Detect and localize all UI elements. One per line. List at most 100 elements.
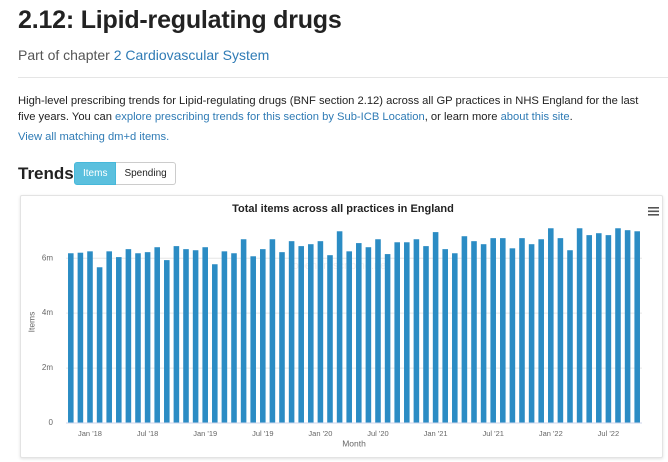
bar — [250, 256, 256, 423]
bar — [432, 232, 439, 423]
x-axis-label: Month — [342, 438, 366, 448]
bar — [96, 267, 103, 423]
tabs: Items Spending — [74, 162, 176, 185]
bar — [260, 249, 266, 423]
subtitle: Part of chapter 2 Cardiovascular System — [18, 47, 269, 63]
intro: High-level prescribing trends for Lipid-… — [18, 93, 658, 125]
subtitle-text: Part of chapter — [18, 47, 110, 63]
bar — [576, 228, 583, 423]
bar — [452, 253, 458, 423]
y-axis-label: Items — [26, 312, 36, 333]
x-tick-label: Jan '20 — [308, 429, 332, 438]
menu-icon[interactable] — [648, 207, 659, 216]
page-title: 2.12: Lipid-regulating drugs — [18, 6, 342, 34]
bar — [336, 231, 343, 423]
divider — [18, 77, 668, 78]
bar — [375, 239, 381, 423]
bar — [192, 250, 199, 423]
bar — [442, 249, 448, 423]
bar — [413, 239, 420, 423]
y-tick-label: 6m — [42, 253, 53, 262]
bar — [68, 253, 74, 423]
bar — [231, 253, 237, 423]
bar — [212, 264, 218, 423]
trends-heading: Trends — [18, 164, 74, 183]
bar — [356, 243, 362, 423]
x-tick-label: Jul '22 — [598, 429, 619, 438]
explore-link[interactable]: explore prescribing trends for this sect… — [115, 111, 425, 123]
about-link[interactable]: about this site — [500, 111, 570, 123]
chart-container: Total items across all practices in Engl… — [20, 195, 663, 458]
x-tick-label: Jul '21 — [482, 429, 503, 438]
x-tick-label: Jan '18 — [78, 429, 102, 438]
bar — [528, 244, 535, 423]
bar — [615, 228, 621, 423]
y-tick-label: 4m — [42, 308, 53, 317]
intro-text: . — [569, 111, 573, 123]
x-tick-label: Jul '18 — [137, 429, 158, 438]
bar — [519, 238, 525, 423]
bar — [404, 242, 410, 423]
bar — [164, 260, 170, 423]
x-tick-label: Jul '19 — [252, 429, 273, 438]
bar — [116, 257, 122, 423]
bar — [288, 241, 295, 423]
bar — [423, 246, 429, 423]
bar — [471, 241, 477, 423]
x-tick-label: Jan '22 — [539, 429, 563, 438]
bar — [308, 244, 314, 423]
bar — [240, 239, 247, 423]
bar — [586, 235, 592, 423]
bar — [461, 236, 468, 423]
y-tick-label: 2m — [42, 363, 53, 372]
bar — [77, 252, 84, 423]
items-tab[interactable]: Items — [74, 162, 117, 185]
bar — [605, 235, 612, 423]
bar — [394, 242, 400, 423]
spending-tab[interactable]: Spending — [116, 162, 176, 185]
bar — [365, 247, 372, 423]
bar — [183, 249, 189, 423]
bar — [327, 255, 333, 423]
intro-text: High-level prescribing trends for Lipid-… — [18, 95, 639, 123]
bar — [346, 251, 352, 423]
bar — [317, 241, 324, 423]
bar — [634, 231, 640, 423]
bar — [87, 251, 93, 423]
bar — [548, 228, 554, 423]
chart-title: Total items across all practices in Engl… — [232, 203, 454, 215]
bar — [480, 244, 487, 423]
bar — [125, 249, 132, 423]
bar — [279, 252, 285, 423]
menu-line — [648, 207, 659, 209]
bar — [500, 238, 506, 423]
menu-line — [648, 214, 659, 216]
bar — [144, 252, 151, 423]
x-tick-label: Jul '20 — [367, 429, 388, 438]
bar — [509, 248, 516, 423]
bar — [221, 251, 228, 423]
bar — [384, 254, 391, 423]
x-tick-label: Jan '21 — [424, 429, 448, 438]
bar — [173, 246, 180, 423]
view-all-link[interactable]: View all matching dm+d items. — [18, 131, 170, 143]
x-tick-label: Jan '19 — [193, 429, 217, 438]
chapter-link[interactable]: 2 Cardiovascular System — [113, 47, 270, 63]
bar — [538, 239, 544, 423]
intro-text: , or learn more — [424, 111, 498, 123]
y-tick-label: 0 — [49, 418, 54, 427]
chart: Total items across all practices in Engl… — [26, 203, 659, 448]
bar — [596, 233, 602, 423]
bar — [624, 230, 631, 423]
bar — [269, 239, 276, 423]
bar — [567, 250, 573, 423]
bar — [154, 247, 160, 423]
bar — [106, 251, 112, 423]
bar — [490, 238, 496, 423]
bar — [557, 238, 564, 423]
bar — [298, 246, 304, 423]
bar — [202, 247, 208, 423]
bar — [135, 253, 141, 423]
menu-line — [648, 210, 659, 213]
